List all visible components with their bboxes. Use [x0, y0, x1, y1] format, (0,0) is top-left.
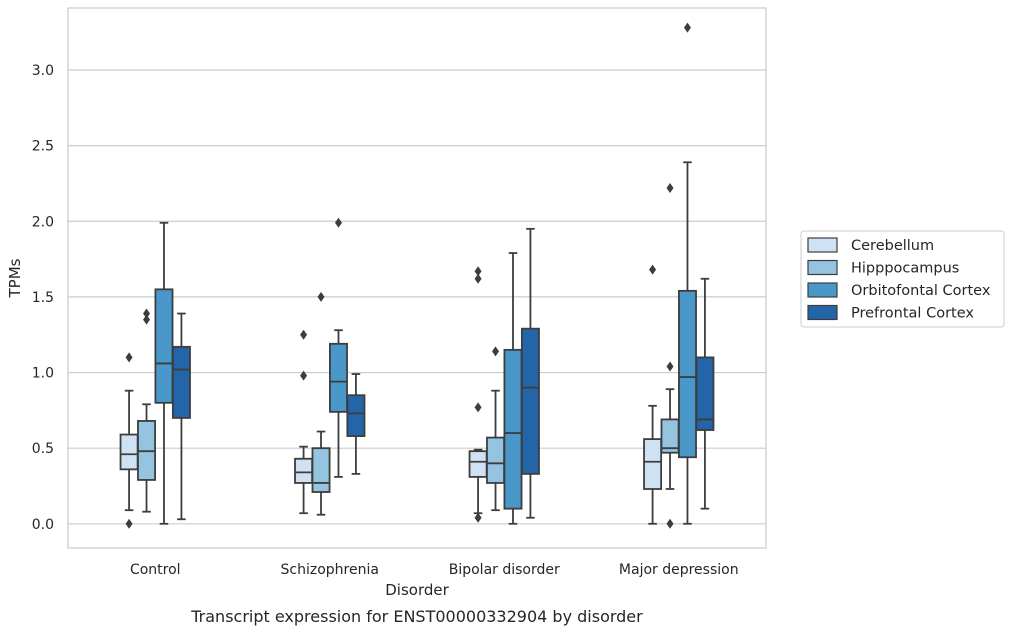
outlier-point — [143, 314, 151, 325]
box-cerebellum — [294, 329, 314, 515]
y-tick-label: 3.0 — [32, 63, 54, 79]
iqr-box — [346, 394, 366, 437]
outlier-point — [300, 370, 308, 381]
legend: Cerebellum Hipppocampus Orbitofontal Corte… — [800, 230, 1005, 328]
iqr-box — [294, 457, 314, 484]
x-tick-label: Control — [130, 562, 181, 578]
outlier-point — [474, 266, 482, 277]
chart-caption: Transcript expression for ENST0000033290… — [190, 607, 643, 626]
box-orbitofontal-cortex — [503, 252, 523, 525]
iqr-box — [119, 433, 139, 471]
outlier-point — [666, 361, 674, 372]
outlier-point — [143, 308, 151, 319]
box-cerebellum — [643, 264, 663, 525]
box-hipppocampus — [137, 308, 156, 513]
outlier-point — [474, 402, 482, 413]
legend-swatch — [807, 304, 838, 321]
legend-swatch — [807, 282, 838, 298]
outlier-point — [474, 512, 482, 523]
box-cerebellum — [119, 352, 139, 529]
box-prefrontal-cortex — [346, 373, 366, 475]
legend-label: Cerebellum — [851, 238, 934, 254]
box-marks — [119, 22, 715, 529]
legend-swatch — [807, 237, 838, 253]
iqr-box — [171, 345, 191, 419]
x-tick-label: Schizophrenia — [281, 562, 379, 578]
box-prefrontal-cortex — [520, 227, 540, 519]
y-tick-label: 2.0 — [32, 214, 54, 230]
outlier-point — [666, 183, 674, 193]
iqr-box — [695, 356, 715, 431]
legend-frame — [800, 230, 1005, 328]
iqr-box — [503, 348, 523, 510]
y-tick-label: 1.5 — [32, 290, 54, 306]
box-orbitofontal-cortex — [329, 217, 348, 478]
outlier-point — [125, 352, 133, 363]
outlier-point — [300, 329, 308, 340]
y-tick-label: 0.5 — [32, 441, 54, 457]
box-hipppocampus — [660, 183, 680, 529]
x-tick-labels: Control Schizophrenia Bipolar disorder Majo… — [130, 562, 739, 578]
plot-frame — [67, 7, 767, 549]
legend-label: Prefrontal Cortex — [851, 306, 974, 322]
x-tick-label: Major depression — [619, 562, 739, 578]
iqr-box — [154, 288, 174, 404]
x-tick-label: Bipolar disorder — [449, 562, 560, 578]
iqr-box — [329, 342, 348, 413]
outlier-point — [666, 518, 674, 529]
box-prefrontal-cortex — [695, 277, 715, 510]
iqr-box — [468, 450, 488, 478]
outlier-point — [683, 22, 691, 33]
iqr-box — [311, 447, 331, 493]
y-tick-label: 1.0 — [32, 366, 54, 382]
box-orbitofontal-cortex — [154, 221, 174, 525]
outlier-point — [334, 217, 342, 228]
iqr-box — [643, 438, 663, 490]
y-tick-labels: 0.0 0.5 1.0 1.5 2.0 2.5 3.0 — [32, 63, 54, 533]
outlier-point — [317, 291, 325, 302]
iqr-box — [678, 289, 697, 459]
outlier-point — [649, 264, 657, 275]
outlier-point — [125, 518, 133, 529]
y-axis-title: TPMs — [6, 258, 24, 298]
legend-label: Hipppocampus — [851, 261, 959, 277]
outlier-point — [492, 346, 500, 357]
legend-swatch — [807, 259, 838, 276]
box-hipppocampus — [311, 291, 331, 516]
box-prefrontal-cortex — [171, 312, 191, 521]
iqr-box — [486, 436, 505, 484]
y-tick-label: 0.0 — [32, 517, 54, 533]
legend-label: Orbitofontal Cortex — [851, 283, 991, 299]
x-axis-title: Disorder — [385, 581, 449, 599]
iqr-box — [520, 327, 540, 475]
y-tick-label: 2.5 — [32, 139, 54, 155]
outlier-point — [474, 273, 482, 284]
